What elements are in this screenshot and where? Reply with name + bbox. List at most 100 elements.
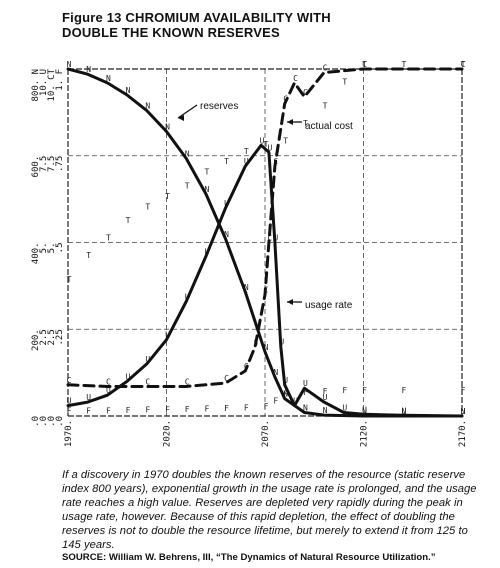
marker-F: F xyxy=(401,386,406,395)
marker-T: T xyxy=(204,168,209,177)
marker-U: U xyxy=(303,379,308,388)
marker-F: F xyxy=(224,404,229,413)
marker-T: T xyxy=(461,60,466,69)
y-tick-label: 10. U xyxy=(39,69,49,96)
y-tick-label: .0 xyxy=(55,416,65,427)
marker-U: U xyxy=(145,355,150,364)
figure-title: Figure 13 CHROMIUM AVAILABILITY WITH DOU… xyxy=(62,10,331,40)
marker-T: T xyxy=(283,136,288,145)
marker-N: N xyxy=(244,283,249,292)
annotation-label: actual cost xyxy=(305,121,353,132)
marker-N: N xyxy=(224,230,229,239)
chart-annotations: reserves actual cost usage rate xyxy=(177,101,353,311)
y-tick-label: 7.5 xyxy=(47,156,57,172)
y-tick-label: 200. xyxy=(31,329,41,351)
marker-U: U xyxy=(67,397,72,406)
figure-caption: If a discovery in 1970 doubles the known… xyxy=(62,469,477,551)
marker-C: C xyxy=(293,74,298,83)
marker-F: F xyxy=(145,406,150,415)
chart-grid xyxy=(68,69,462,416)
y-tick-label: .25 xyxy=(55,329,65,345)
annotation-arrowhead xyxy=(178,115,184,121)
marker-U: U xyxy=(244,157,249,166)
marker-F: F xyxy=(165,405,170,414)
x-tick-label: 2120. xyxy=(360,420,370,447)
figure-title-line1: Figure 13 CHROMIUM AVAILABILITY WITH xyxy=(62,10,331,25)
marker-N: N xyxy=(323,406,328,415)
figure-title-line2: DOUBLE THE KNOWN RESERVES xyxy=(62,25,280,40)
annotation-label: reserves xyxy=(200,101,238,112)
y-tick-label: .0 xyxy=(39,416,49,427)
marker-C: C xyxy=(185,378,190,387)
marker-N: N xyxy=(165,122,170,131)
marker-N: N xyxy=(86,65,91,74)
marker-C: C xyxy=(323,63,328,72)
marker-T: T xyxy=(362,60,367,69)
x-tick-label: 1970. xyxy=(64,420,74,447)
annotation-arrow xyxy=(177,104,198,119)
marker-U: U xyxy=(362,405,367,414)
marker-T: T xyxy=(165,192,170,201)
annotation-arrowhead xyxy=(287,119,293,125)
y-tick-label: 2.5 xyxy=(39,329,49,345)
y-tick-labels: 800. N10. U10. CT1. F600.7.57.5.75400.5.… xyxy=(31,68,65,426)
y-tick-label: .0 xyxy=(47,416,57,427)
marker-U: U xyxy=(86,393,91,402)
marker-U: U xyxy=(126,372,131,381)
marker-U: U xyxy=(342,404,347,413)
marker-F: F xyxy=(342,386,347,395)
marker-U: U xyxy=(323,393,328,402)
y-tick-label: .0 xyxy=(31,416,41,427)
marker-F: F xyxy=(283,390,288,399)
x-tick-labels: 1970. 2020. 2070. 2120. 2170. xyxy=(64,420,468,447)
marker-T: T xyxy=(401,60,406,69)
marker-N: N xyxy=(273,368,278,377)
annotation-arrowhead xyxy=(287,299,293,305)
marker-T: T xyxy=(185,181,190,190)
marker-U: U xyxy=(461,407,466,416)
marker-F: F xyxy=(126,406,131,415)
marker-N: N xyxy=(126,86,131,95)
marker-T: T xyxy=(342,77,347,86)
marker-N: N xyxy=(303,404,308,413)
marker-F: F xyxy=(244,404,249,413)
marker-T: T xyxy=(67,275,72,284)
y-tick-label: 1. F xyxy=(55,69,65,91)
marker-N: N xyxy=(401,407,406,416)
x-tick-label: 2070. xyxy=(261,420,271,447)
marker-T: T xyxy=(126,216,131,225)
x-tick-label: 2170. xyxy=(458,420,468,447)
marker-T: T xyxy=(86,251,91,260)
marker-T: T xyxy=(145,202,150,211)
marker-N: N xyxy=(283,390,288,399)
marker-N: N xyxy=(145,102,150,111)
y-tick-label: .75 xyxy=(55,156,65,172)
series-lines xyxy=(66,67,464,418)
marker-F: F xyxy=(264,402,269,411)
y-tick-label: 5. xyxy=(47,243,57,254)
x-tick-label: 2020. xyxy=(163,420,173,447)
marker-F: F xyxy=(461,386,466,395)
marker-F: F xyxy=(185,405,190,414)
y-tick-label: .5 xyxy=(55,243,65,254)
y-tick-label: 400. xyxy=(31,243,41,265)
marker-C: C xyxy=(268,234,273,243)
marker-C: C xyxy=(106,378,111,387)
figure-source: SOURCE: William W. Behrens, III, “The Dy… xyxy=(62,552,436,563)
marker-F: F xyxy=(362,386,367,395)
marker-T: T xyxy=(303,119,308,128)
marker-C: C xyxy=(145,378,150,387)
marker-U: U xyxy=(106,386,111,395)
marker-F: F xyxy=(86,406,91,415)
marker-T: T xyxy=(106,234,111,243)
marker-F: F xyxy=(106,406,111,415)
series-line-usage-rate xyxy=(66,143,464,418)
marker-N: N xyxy=(461,407,466,416)
y-tick-label: 7.5 xyxy=(39,156,49,172)
marker-C: C xyxy=(461,60,466,69)
marker-T: T xyxy=(224,157,229,166)
marker-N: N xyxy=(204,185,209,194)
marker-N: N xyxy=(362,407,367,416)
